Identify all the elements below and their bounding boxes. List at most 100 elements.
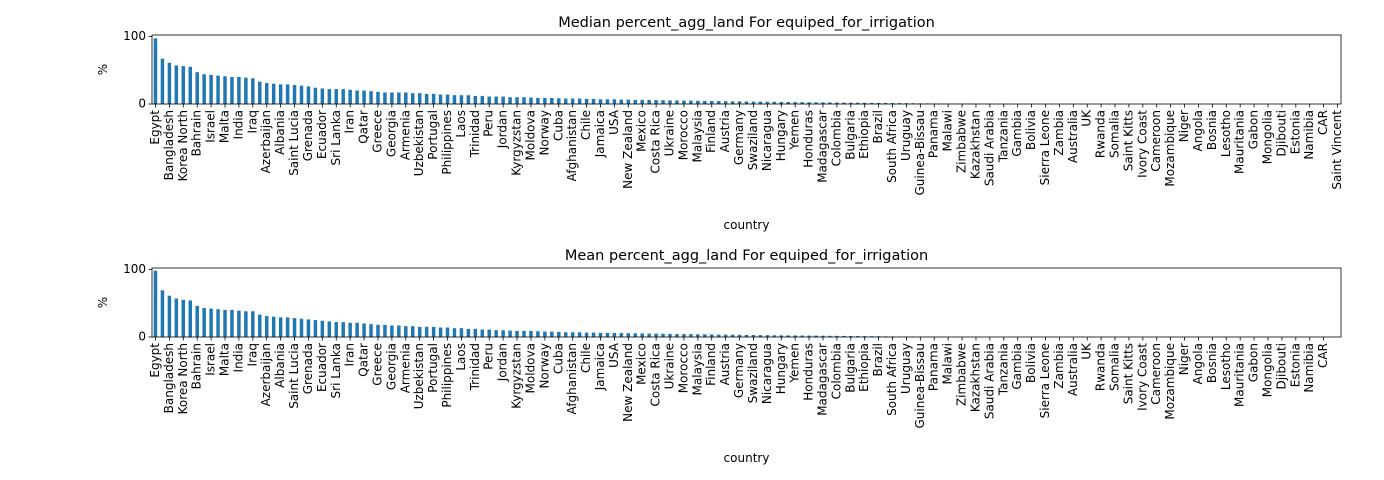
bar <box>751 334 756 337</box>
x-tick-label: New Zealand <box>621 343 635 422</box>
x-tick-label: Cuba <box>551 110 565 141</box>
x-tick-label: Tanzania <box>996 343 1010 396</box>
bar <box>494 96 498 104</box>
bar <box>647 333 651 337</box>
x-tick-label: Rwanda <box>1094 110 1108 158</box>
x-tick-label: New Zealand <box>621 110 635 189</box>
x-axis-label: country <box>724 218 770 232</box>
x-tick-label: Mongolia <box>1260 343 1274 397</box>
x-tick-label: Norway <box>537 110 551 156</box>
bar <box>626 333 631 337</box>
x-tick-label: Trinidad <box>468 110 482 158</box>
x-axis-label: country <box>724 451 770 465</box>
x-tick-label: Mexico <box>635 110 649 152</box>
bar <box>292 85 297 104</box>
x-tick-label: Bahrain <box>190 343 204 389</box>
x-tick-label: Ukraine <box>663 110 677 156</box>
bar <box>480 329 485 337</box>
bar <box>862 336 867 337</box>
x-tick-label: Greece <box>370 343 384 386</box>
bar <box>202 307 206 337</box>
bar <box>508 330 512 337</box>
bar <box>675 333 679 337</box>
bar <box>563 98 568 104</box>
bar <box>716 334 721 337</box>
x-tick-label: Trinidad <box>468 343 482 391</box>
bar <box>640 99 644 104</box>
x-tick-label: Costa Rica <box>649 110 663 173</box>
bar <box>730 334 735 337</box>
x-tick-label: Philippines <box>440 110 454 175</box>
x-tick-label: Georgia <box>384 110 398 157</box>
bar <box>828 102 832 104</box>
bar <box>174 65 179 104</box>
x-tick-label: UK <box>1080 342 1094 360</box>
bar <box>174 298 179 337</box>
bar <box>758 101 763 104</box>
x-tick-label: Egypt <box>148 343 162 378</box>
x-tick-label: Portugal <box>426 343 440 393</box>
x-tick-label: Saint Lucia <box>287 110 301 176</box>
bar <box>675 100 679 104</box>
x-tick-label: Gambia <box>1010 110 1024 157</box>
x-tick-label: Jamaica <box>593 343 607 391</box>
bar <box>285 317 290 337</box>
bar <box>696 100 700 104</box>
y-tick-label: 0 <box>138 97 146 111</box>
bar <box>716 101 721 104</box>
bar <box>348 322 352 337</box>
bar <box>466 328 471 337</box>
bar <box>800 335 804 337</box>
bar <box>835 102 839 104</box>
bar <box>334 89 338 104</box>
x-tick-label: Iran <box>343 343 357 366</box>
bar <box>445 327 450 337</box>
bar <box>529 97 533 104</box>
bar <box>271 316 276 337</box>
x-tick-label: CAR <box>1316 343 1330 368</box>
bar <box>661 333 665 337</box>
x-tick-label: Madagascar <box>815 110 829 183</box>
x-tick-label: Sierra Leone <box>1038 110 1052 185</box>
bar <box>244 311 248 337</box>
bar <box>195 305 199 337</box>
bar <box>501 96 505 104</box>
x-tick-label: Albania <box>273 343 287 388</box>
bar <box>431 93 436 104</box>
bar <box>543 97 547 104</box>
x-tick-label: Moldova <box>523 110 537 160</box>
x-tick-label: Honduras <box>802 343 816 401</box>
x-tick-label: Azerbaijan <box>259 343 273 406</box>
bar <box>640 333 644 337</box>
bar <box>299 318 304 337</box>
bar <box>821 102 825 104</box>
bar <box>591 332 596 337</box>
bar <box>849 335 853 337</box>
x-tick-label: Chile <box>579 343 593 373</box>
x-tick-label: Sri Lanka <box>329 343 343 398</box>
bar <box>633 99 637 104</box>
bar <box>278 317 283 337</box>
x-tick-label: Uruguay <box>899 110 913 161</box>
x-tick-label: Somalia <box>1108 110 1122 158</box>
x-tick-label: Lesotho <box>1219 110 1233 157</box>
x-tick-label: Norway <box>537 343 551 389</box>
bar <box>786 335 790 337</box>
x-tick-label: Armenia <box>398 110 412 160</box>
bar <box>515 97 519 104</box>
x-tick-label: Bolivia <box>1024 343 1038 383</box>
x-tick-label: Swaziland <box>746 343 760 403</box>
x-tick-label: Moldova <box>523 343 537 393</box>
x-tick-label: Cameroon <box>1149 343 1163 405</box>
bar <box>348 89 352 104</box>
bar <box>807 335 811 337</box>
bar <box>584 98 589 104</box>
bar <box>605 99 610 104</box>
bar <box>522 97 526 104</box>
x-tick-label: Jordan <box>496 343 510 382</box>
x-tick-label: Tanzania <box>996 110 1010 163</box>
bar <box>320 88 325 104</box>
x-tick-label: Sri Lanka <box>329 110 343 165</box>
bar <box>417 93 422 104</box>
bar <box>404 92 408 104</box>
